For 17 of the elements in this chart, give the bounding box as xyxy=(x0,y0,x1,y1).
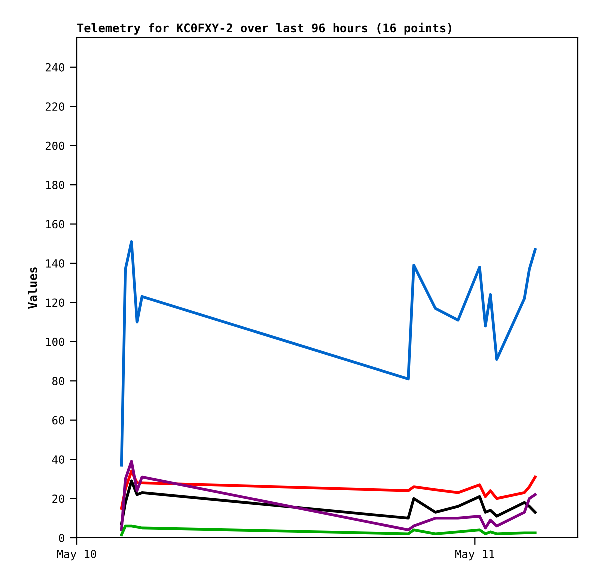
x-tick-label: May 10 xyxy=(57,550,96,561)
y-tick-label: 160 xyxy=(46,220,64,229)
y-tick-label: 60 xyxy=(52,416,64,425)
y-tick-label: 0 xyxy=(59,534,64,542)
y-tick-label: 100 xyxy=(46,338,64,346)
y-tick-label: 140 xyxy=(46,259,64,268)
y-tick-label: 120 xyxy=(46,298,64,308)
y-axis-title: Values xyxy=(28,268,38,309)
chart-title: Telemetry for KC0FXY-2 over last 96 hours (16 points) xyxy=(78,22,452,35)
y-tick-label: 180 xyxy=(46,181,64,190)
y-tick-label: 80 xyxy=(52,377,64,386)
y-tick-label: 40 xyxy=(52,456,64,464)
y-tick-label: 20 xyxy=(52,494,64,504)
y-tick-label: 200 xyxy=(46,142,64,150)
y-tick-label: 220 xyxy=(46,102,64,112)
y-tick-label: 240 xyxy=(46,63,64,72)
x-tick-label: May 11 xyxy=(456,550,494,561)
